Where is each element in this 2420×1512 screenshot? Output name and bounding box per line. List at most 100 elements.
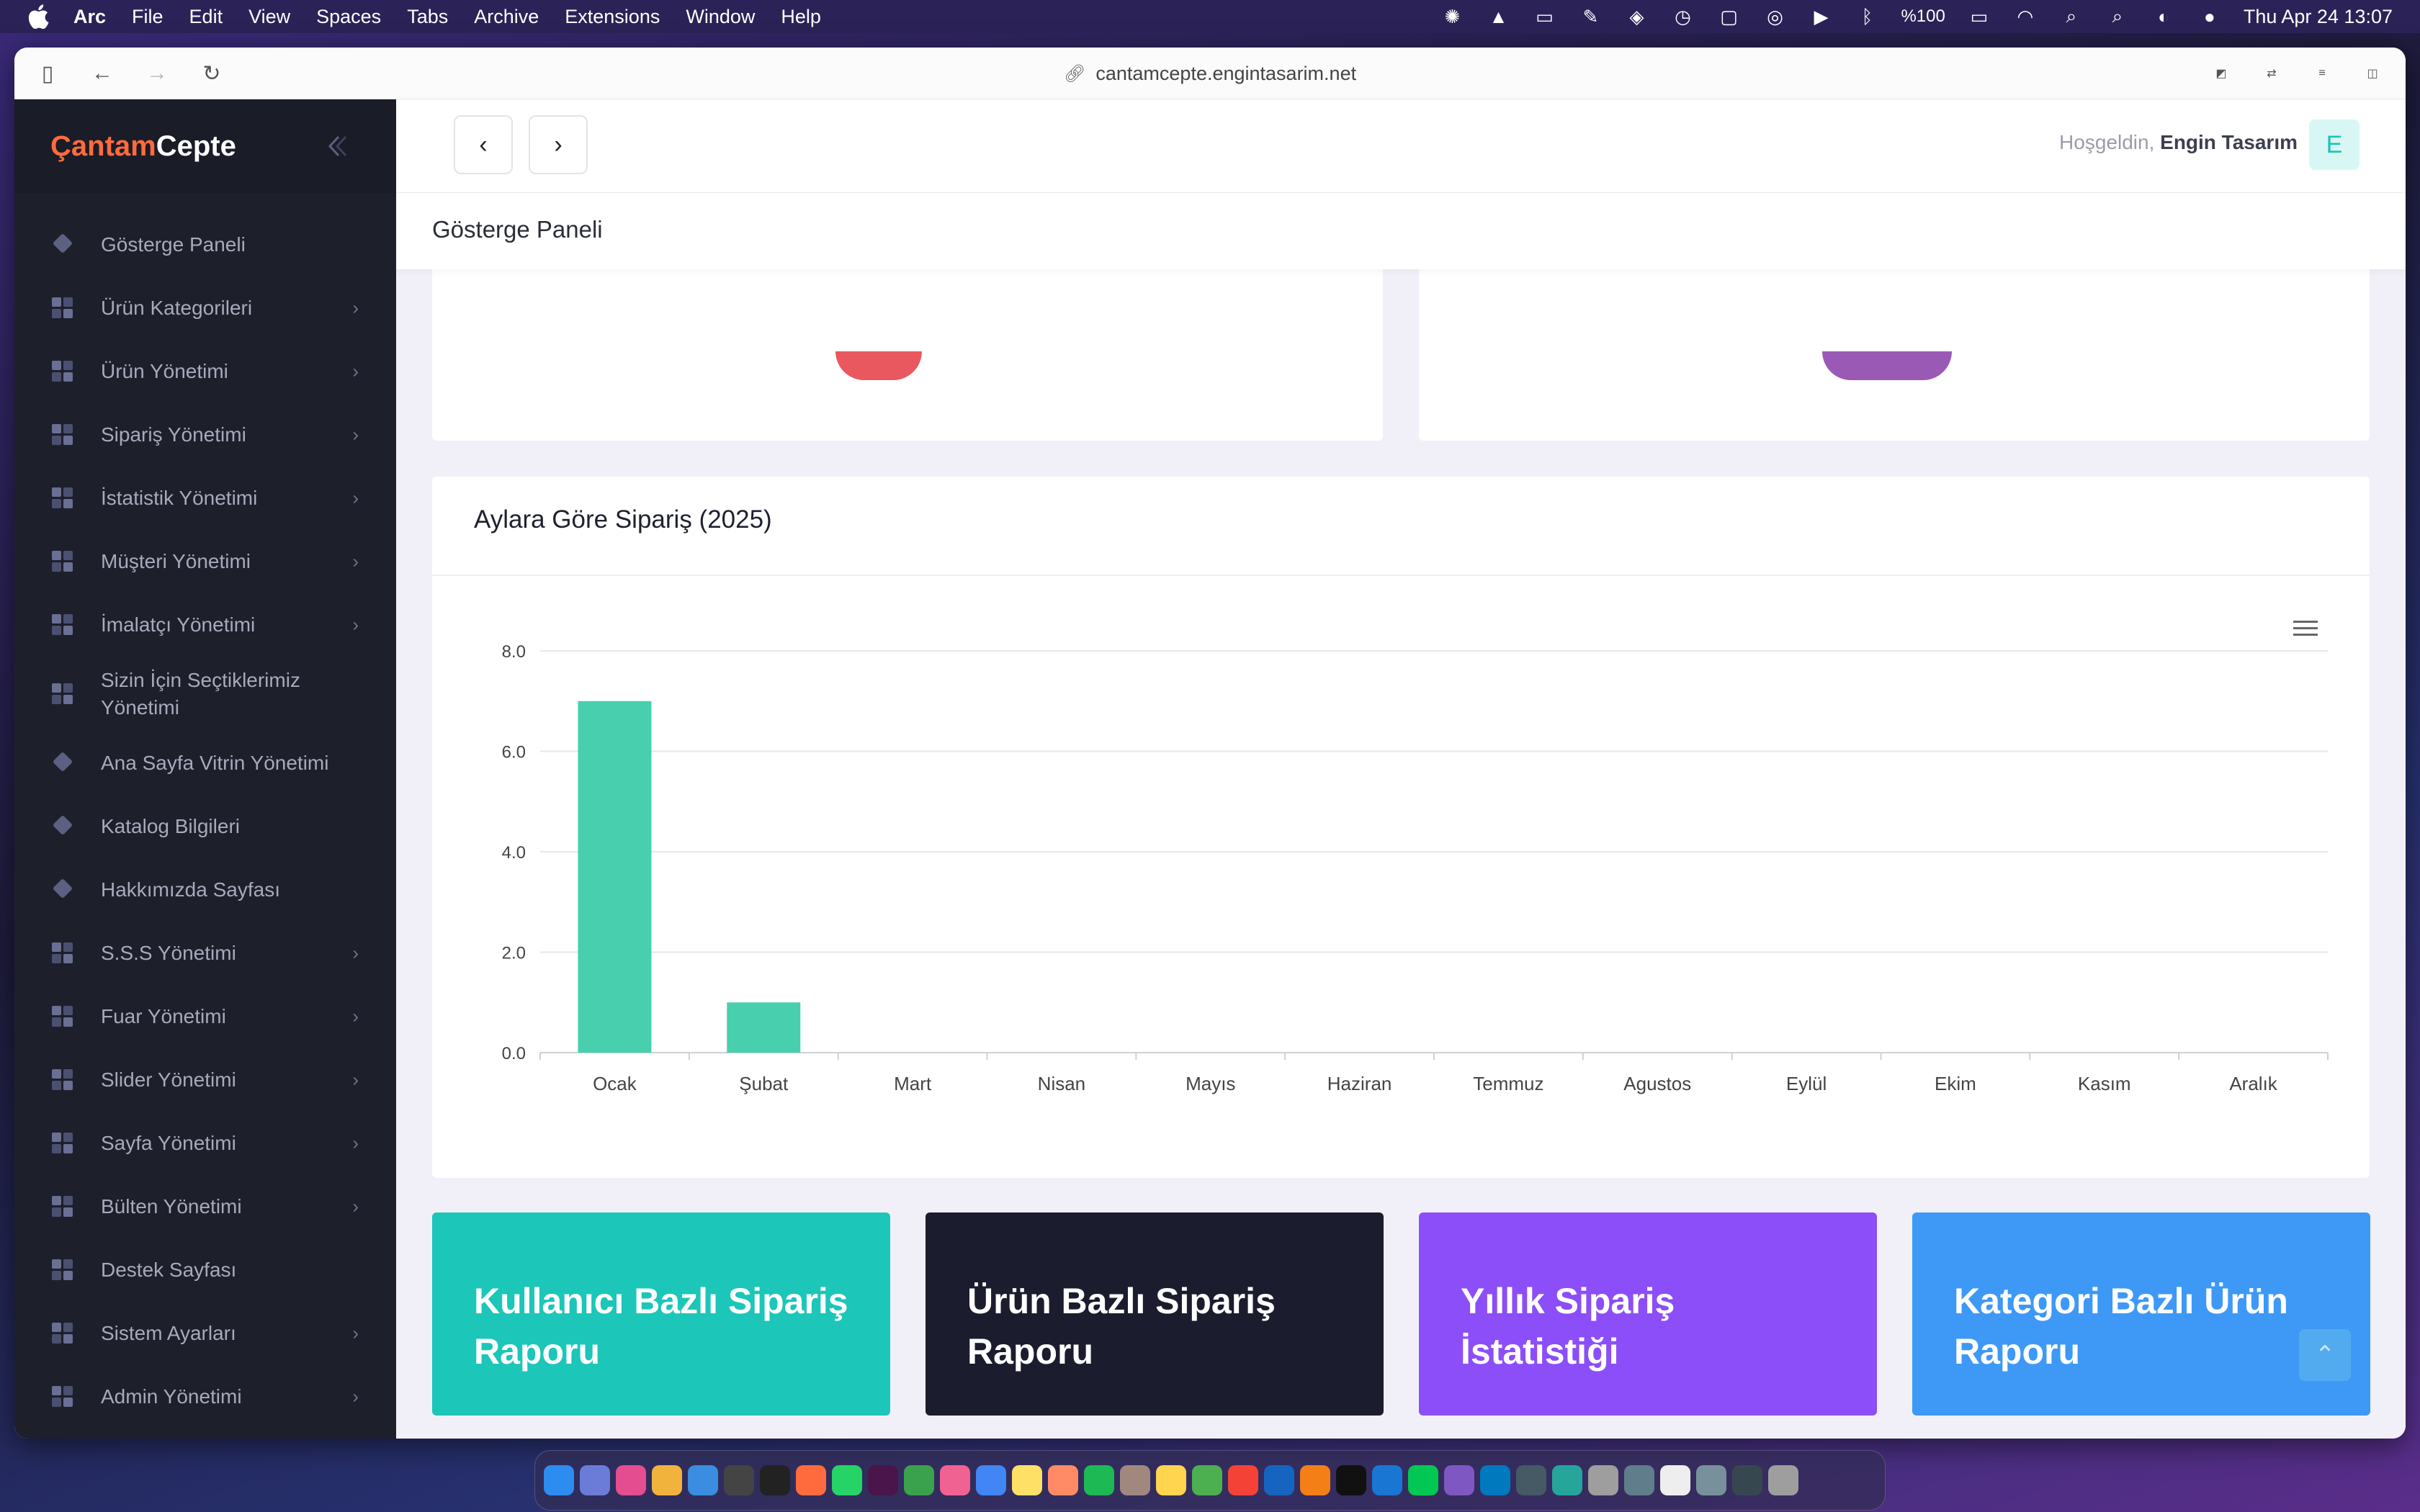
openai-icon[interactable]: ✺ [1444, 5, 1461, 27]
menu-extensions[interactable]: Extensions [565, 5, 660, 27]
menu-view[interactable]: View [248, 5, 291, 27]
dock-app-icon[interactable] [868, 1465, 898, 1495]
dock-app-icon[interactable] [724, 1465, 754, 1495]
dock-app-icon[interactable] [1264, 1465, 1294, 1495]
sidebar-item[interactable]: Destek Sayfası [14, 1238, 396, 1302]
menu-spaces[interactable]: Spaces [316, 5, 382, 27]
sidebar-toggle-icon[interactable]: ▯ [41, 61, 54, 86]
bar[interactable] [727, 1002, 801, 1053]
menu-app-name[interactable]: Arc [73, 5, 107, 27]
sidebar-item[interactable]: Gösterge Paneli [14, 213, 396, 276]
sidebar-item[interactable]: Ürün Kategorileri › [14, 276, 396, 340]
dock-app-icon[interactable] [1120, 1465, 1150, 1495]
sidebar-item[interactable]: Slider Yönetimi › [14, 1048, 396, 1112]
user-name[interactable]: Engin Tasarım [2160, 131, 2298, 153]
chart-menu-icon[interactable] [2293, 621, 2318, 638]
dock-app-icon[interactable] [1480, 1465, 1510, 1495]
sidebar-item[interactable]: Sistem Ayarları › [14, 1302, 396, 1365]
forward-button[interactable]: › [529, 115, 588, 174]
dock-app-icon[interactable] [976, 1465, 1006, 1495]
battery-percent[interactable]: %100 [1901, 6, 1945, 26]
dock-app-icon[interactable] [1336, 1465, 1366, 1495]
dock-app-icon[interactable] [1696, 1465, 1726, 1495]
dock-app-icon[interactable] [1660, 1465, 1690, 1495]
back-arrow-icon[interactable]: ← [91, 61, 113, 85]
report-tile[interactable]: Yıllık Sipariş İstatistiği [1419, 1212, 1877, 1416]
sidebar-item[interactable]: İmalatçı Yönetimi › [14, 593, 396, 657]
sidebar-item[interactable]: S.S.S Yönetimi › [14, 922, 396, 985]
menu-window[interactable]: Window [686, 5, 756, 27]
bluetooth-icon[interactable]: ᛒ [1861, 5, 1873, 27]
sidebar-item[interactable]: Fuar Yönetimi › [14, 985, 396, 1048]
sidebar-item[interactable]: Hakkımızda Sayfası [14, 858, 396, 922]
dock-app-icon[interactable] [1732, 1465, 1762, 1495]
dock-app-icon[interactable] [1588, 1465, 1618, 1495]
dock-app-icon[interactable] [652, 1465, 682, 1495]
sidebar-item[interactable]: Sayfa Yönetimi › [14, 1112, 396, 1175]
dock-app-icon[interactable] [1192, 1465, 1222, 1495]
dock-app-icon[interactable] [1372, 1465, 1402, 1495]
wifi-icon[interactable]: ◠ [2017, 5, 2034, 27]
collapse-sidebar-icon[interactable] [323, 131, 353, 161]
dock-app-icon[interactable] [616, 1465, 646, 1495]
dock-app-icon[interactable] [1156, 1465, 1186, 1495]
avatar[interactable]: E [2309, 120, 2360, 170]
sidebar-item[interactable]: Sizin İçin Seçtiklerimiz Yönetimi [14, 657, 396, 732]
report-tile[interactable]: Kategori Bazlı Ürün Raporu [1912, 1212, 2370, 1416]
menu-edit[interactable]: Edit [189, 5, 223, 27]
screen-icon[interactable]: ▢ [1720, 5, 1738, 27]
sidebar-item[interactable]: Bülten Yönetimi › [14, 1175, 396, 1238]
menu-tabs[interactable]: Tabs [407, 5, 449, 27]
dock-app-icon[interactable] [688, 1465, 718, 1495]
dock-app-icon[interactable] [1012, 1465, 1042, 1495]
scroll-to-top-button[interactable]: ⌃ [2299, 1329, 2351, 1381]
dock-app-icon[interactable] [1048, 1465, 1078, 1495]
play-icon[interactable]: ▶ [1814, 5, 1829, 27]
back-button[interactable]: ‹ [454, 115, 513, 174]
dock-app-icon[interactable] [1444, 1465, 1474, 1495]
forward-arrow-icon[interactable]: → [146, 61, 168, 85]
battery-icon[interactable]: ▭ [1970, 5, 1989, 27]
menu-clock[interactable]: Thu Apr 24 13:07 [2243, 5, 2393, 27]
sidebar-item[interactable]: Sipariş Yönetimi › [14, 403, 396, 467]
dock-app-icon[interactable] [544, 1465, 574, 1495]
siri-icon[interactable]: ● [2203, 5, 2215, 27]
settings-sliders-icon[interactable]: ≡ [2318, 67, 2326, 79]
dock-app-icon[interactable] [1516, 1465, 1546, 1495]
dock-app-icon[interactable] [1228, 1465, 1258, 1495]
translate-icon[interactable]: ⇄ [2267, 68, 2277, 80]
reload-icon[interactable]: ↻ [202, 61, 221, 86]
bar[interactable] [578, 701, 652, 1053]
dock-app-icon[interactable] [904, 1465, 934, 1495]
sidebar-item[interactable]: Ürün Yönetimi › [14, 340, 396, 403]
sidebar-item[interactable]: Müşteri Yönetimi › [14, 530, 396, 593]
sidebar-item[interactable]: Ana Sayfa Vitrin Yönetimi [14, 732, 396, 795]
dock-app-icon[interactable] [832, 1465, 862, 1495]
dock-app-icon[interactable] [1408, 1465, 1438, 1495]
dock-app-icon[interactable] [796, 1465, 826, 1495]
dock-app-icon[interactable] [580, 1465, 610, 1495]
sidebar-item[interactable]: Katalog Bilgileri [14, 795, 396, 858]
url-text[interactable]: cantamcepte.engintasarim.net [1095, 62, 1357, 84]
report-tile[interactable]: Ürün Bazlı Sipariş Raporu [926, 1212, 1384, 1416]
layers-icon[interactable]: ◈ [1629, 5, 1644, 27]
drive-icon[interactable]: ▲ [1489, 5, 1508, 27]
extension-icon[interactable]: ◩ [2215, 68, 2227, 80]
control-center-icon[interactable]: ◐ [2157, 5, 2169, 27]
address-field[interactable]: 🔗︎ cantamcepte.engintasarim.net [14, 48, 2406, 99]
dock-app-icon[interactable] [1300, 1465, 1330, 1495]
tools-icon[interactable]: ✎ [1582, 5, 1599, 27]
menu-file[interactable]: File [132, 5, 163, 27]
sidebar-item[interactable]: İstatistik Yönetimi › [14, 467, 396, 530]
fingerprint-icon[interactable]: ◎ [1767, 5, 1783, 27]
menu-archive[interactable]: Archive [474, 5, 539, 27]
dock-app-icon[interactable] [1084, 1465, 1114, 1495]
apple-icon[interactable] [27, 4, 49, 29]
dock-app-icon[interactable] [760, 1465, 790, 1495]
dock-app-icon[interactable] [940, 1465, 970, 1495]
dock-app-icon[interactable] [1768, 1465, 1798, 1495]
display-icon[interactable]: ▭ [1536, 5, 1554, 27]
report-tile[interactable]: Kullanıcı Bazlı Sipariş Raporu [432, 1212, 890, 1416]
split-view-icon[interactable]: ◫ [2367, 68, 2378, 80]
menu-help[interactable]: Help [781, 5, 821, 27]
